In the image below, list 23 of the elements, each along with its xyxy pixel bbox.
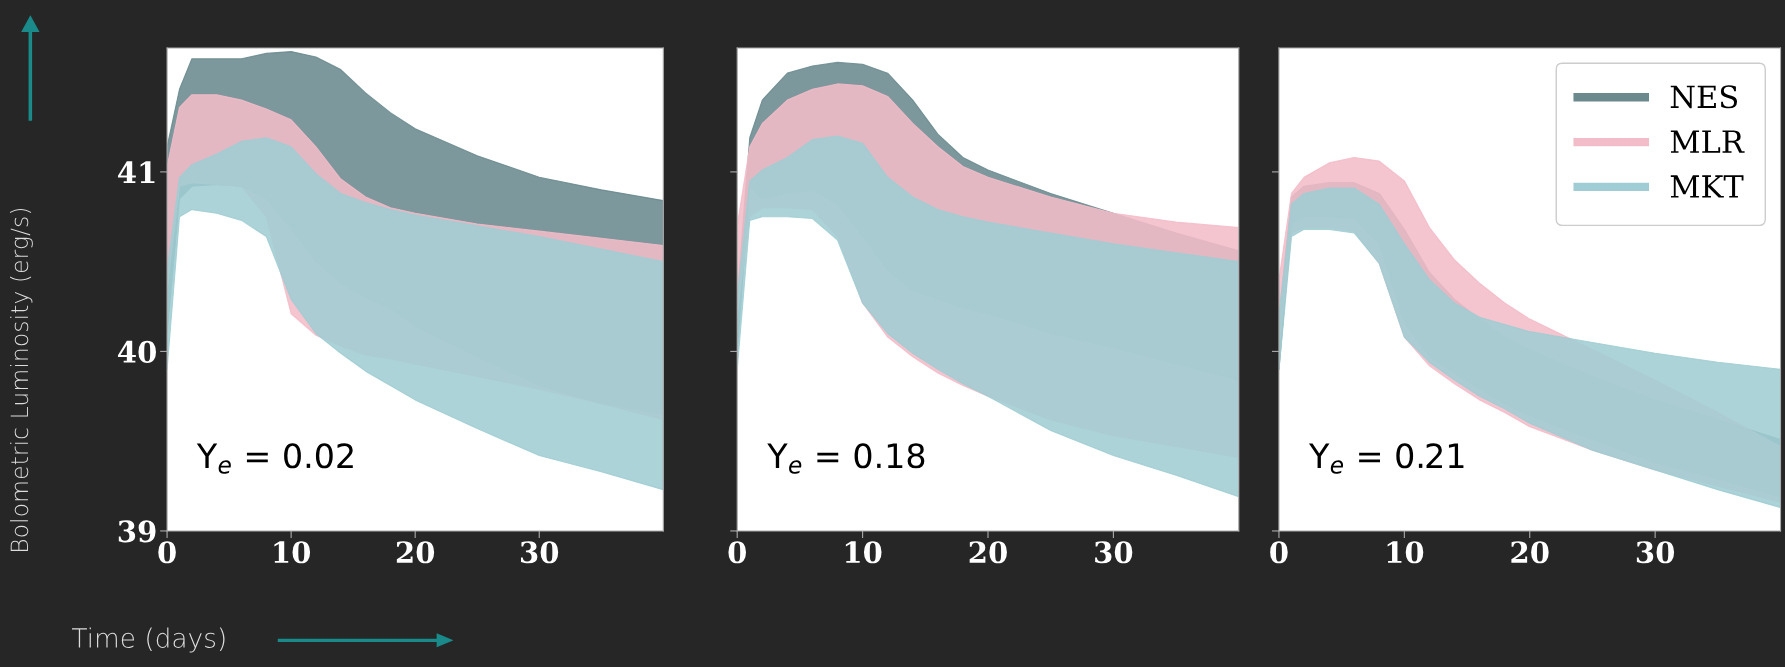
- x-tick-label: 0: [728, 541, 746, 564]
- y-axis-title: Bolometric Luminosity (erg/s): [9, 208, 33, 551]
- annotation: Y$_{e}$ = 0.21: [1308, 443, 1464, 474]
- x-tick-label: 10: [1387, 541, 1424, 564]
- annotation: Y$_{e}$ = 0.02: [196, 443, 353, 474]
- x-tick-label: 30: [520, 541, 559, 564]
- x-tick-label: 10: [845, 541, 882, 564]
- x-tick-label: 20: [969, 541, 1007, 564]
- x-tick-label: 30: [1636, 541, 1675, 564]
- x-tick-label: 0: [158, 541, 176, 564]
- x-tick-label: 20: [1511, 541, 1549, 564]
- x-tick-label: 20: [396, 541, 435, 564]
- x-tick-label: 10: [274, 541, 311, 564]
- legend-label: MLR: [1670, 130, 1745, 153]
- y-tick-label: 39: [118, 520, 156, 543]
- legend-label: NES: [1670, 85, 1738, 109]
- y-tick-label: 40: [117, 340, 156, 363]
- x-tick-label: 30: [1095, 541, 1133, 564]
- legend-label: MKT: [1670, 175, 1744, 198]
- x-tick-label: 0: [1270, 541, 1288, 564]
- x-axis-title: Time (days): [71, 627, 225, 653]
- y-tick-label: 41: [117, 161, 155, 183]
- annotation: Y$_{e}$ = 0.18: [767, 443, 925, 474]
